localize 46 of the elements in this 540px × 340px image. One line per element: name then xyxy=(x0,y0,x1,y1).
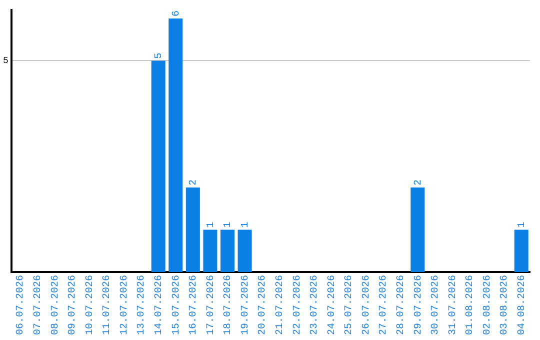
bar xyxy=(220,230,234,272)
x-tick-label: 11.07.2026 xyxy=(102,274,114,336)
data-label: 1 xyxy=(240,222,252,228)
x-tick-label: 18.07.2026 xyxy=(223,274,234,336)
x-tick-label: 17.07.2026 xyxy=(206,274,217,336)
x-tick-label: 19.07.2026 xyxy=(240,274,252,336)
bar xyxy=(238,230,252,272)
x-tick-label: 01.08.2026 xyxy=(465,274,476,336)
x-tick-label: 02.08.2026 xyxy=(482,274,494,336)
x-tick-label: 22.07.2026 xyxy=(292,274,304,336)
x-tick-label: 28.07.2026 xyxy=(396,274,407,336)
x-tick-label: 07.07.2026 xyxy=(32,274,44,336)
x-tick-label: 23.07.2026 xyxy=(310,274,321,336)
x-tick-label: 14.07.2026 xyxy=(154,274,165,336)
x-tick-label: 06.07.2026 xyxy=(16,274,27,336)
data-label: 2 xyxy=(188,179,200,186)
bar xyxy=(151,60,166,272)
data-label: 1 xyxy=(206,222,217,228)
x-tick-label: 04.08.2026 xyxy=(516,274,528,336)
bar xyxy=(514,230,528,272)
bar xyxy=(168,18,183,272)
x-tick-label: 16.07.2026 xyxy=(188,274,200,336)
x-tick-label: 12.07.2026 xyxy=(119,274,130,336)
data-label: 1 xyxy=(516,222,528,228)
bar xyxy=(203,230,218,272)
x-tick-label: 29.07.2026 xyxy=(413,274,424,336)
x-tick-label: 09.07.2026 xyxy=(68,274,79,336)
x-tick-label: 13.07.2026 xyxy=(136,274,148,336)
x-tick-label: 20.07.2026 xyxy=(258,274,269,336)
x-tick-label: 10.07.2026 xyxy=(84,274,96,336)
x-tick-label: 24.07.2026 xyxy=(326,274,338,336)
data-label: 2 xyxy=(413,179,424,186)
x-tick-label: 03.08.2026 xyxy=(500,274,511,336)
bar xyxy=(186,187,200,272)
x-tick-label: 30.07.2026 xyxy=(430,274,442,336)
x-tick-label: 25.07.2026 xyxy=(344,274,356,336)
x-tick-label: 31.07.2026 xyxy=(448,274,459,336)
x-tick-label: 15.07.2026 xyxy=(171,274,182,336)
bar xyxy=(410,187,425,272)
x-tick-label: 08.07.2026 xyxy=(50,274,62,336)
data-label: 1 xyxy=(223,222,234,228)
x-tick-label: 26.07.2026 xyxy=(361,274,372,336)
x-tick-label: 27.07.2026 xyxy=(378,274,390,336)
data-label: 5 xyxy=(154,52,165,59)
data-label: 6 xyxy=(171,10,182,16)
x-tick-label: 21.07.2026 xyxy=(274,274,286,336)
